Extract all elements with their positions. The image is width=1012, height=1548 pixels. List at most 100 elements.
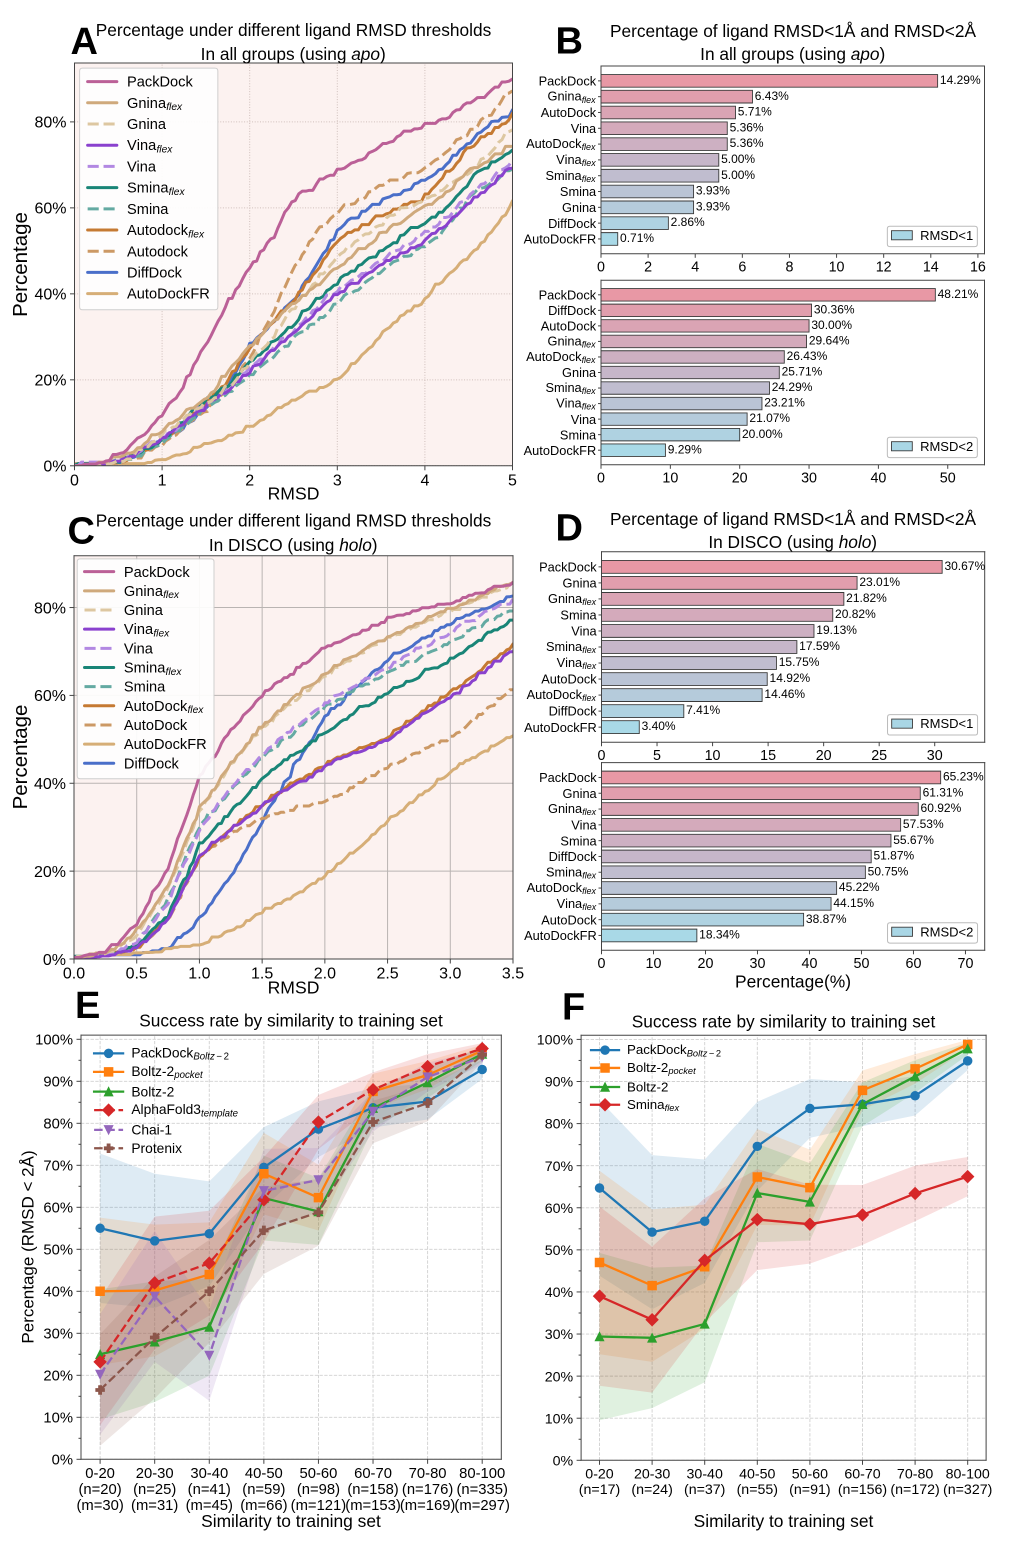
svg-text:50%: 50% xyxy=(545,1243,574,1259)
svg-text:30.00%: 30.00% xyxy=(811,318,852,332)
svg-text:Percentage of ligand RMSD<1Å a: Percentage of ligand RMSD<1Å and RMSD<2Å xyxy=(610,21,976,41)
svg-text:AutoDock: AutoDock xyxy=(541,105,597,120)
svg-text:Success rate by similarity to: Success rate by similarity to training s… xyxy=(139,1010,443,1030)
svg-text:AutoDock: AutoDock xyxy=(541,672,597,687)
svg-text:(m=297): (m=297) xyxy=(454,1498,510,1514)
svg-text:(n=176): (n=176) xyxy=(402,1482,453,1498)
svg-text:B o l t: B o l t z - 2 p o c k e t xyxy=(627,1059,697,1078)
svg-text:(n=335): (n=335) xyxy=(456,1482,507,1498)
svg-text:(m=66): (m=66) xyxy=(240,1498,287,1514)
svg-text:I n a l: I n a l l g r o u p s ( u s i n g ) a p … xyxy=(201,44,390,64)
svg-text:Vina: Vina xyxy=(571,817,597,832)
svg-text:RMSD<2: RMSD<2 xyxy=(920,439,973,454)
svg-text:40-50: 40-50 xyxy=(739,1467,775,1483)
svg-text:44.15%: 44.15% xyxy=(833,896,874,910)
svg-text:70%: 70% xyxy=(545,1159,574,1175)
svg-text:S m i: S m i n a f l e x xyxy=(546,379,597,398)
svg-text:50: 50 xyxy=(940,471,956,487)
svg-text:G n i n: G n i n a f l e x xyxy=(127,95,183,114)
svg-text:RMSD<1: RMSD<1 xyxy=(920,228,973,243)
svg-text:20%: 20% xyxy=(34,864,66,881)
svg-text:0: 0 xyxy=(70,472,79,489)
svg-text:(n=98): (n=98) xyxy=(297,1482,340,1498)
svg-text:Protenix: Protenix xyxy=(131,1141,182,1156)
svg-text:17.59%: 17.59% xyxy=(799,639,840,653)
svg-text:70%: 70% xyxy=(43,1159,73,1175)
svg-text:(n=55): (n=55) xyxy=(737,1482,778,1498)
svg-text:I n D I: I n D I S C O ( u s i n g ) h o l o xyxy=(209,535,382,555)
svg-text:0%: 0% xyxy=(553,1453,574,1469)
svg-text:Percentage under different lig: Percentage under different ligand RMSD t… xyxy=(96,20,492,40)
svg-text:G n i: G n i n a f l e x xyxy=(548,590,597,609)
svg-text:PackDock: PackDock xyxy=(539,287,597,302)
svg-text:100%: 100% xyxy=(35,1033,73,1049)
svg-text:20-30: 20-30 xyxy=(634,1467,670,1483)
svg-text:2.86%: 2.86% xyxy=(671,215,705,229)
svg-text:Percentage: Percentage xyxy=(9,705,32,810)
svg-text:10%: 10% xyxy=(545,1411,574,1427)
svg-text:30: 30 xyxy=(801,471,817,487)
svg-text:A l p h: A l p h a F o l d 3 t e m p l a t e xyxy=(131,1101,238,1120)
svg-text:20%: 20% xyxy=(34,373,66,390)
svg-text:(n=25): (n=25) xyxy=(133,1482,176,1498)
svg-text:(m=45): (m=45) xyxy=(186,1498,233,1514)
svg-text:14.46%: 14.46% xyxy=(764,687,805,701)
svg-text:Percentage(%): Percentage(%) xyxy=(735,971,851,991)
svg-text:Gnina: Gnina xyxy=(563,576,598,591)
svg-text:G n i n: G n i n a f l e x xyxy=(124,583,180,602)
svg-text:(n=24): (n=24) xyxy=(631,1482,672,1498)
svg-text:DiffDock: DiffDock xyxy=(548,216,597,231)
svg-text:Percentage of ligand RMSD<1Å a: Percentage of ligand RMSD<1Å and RMSD<2Å xyxy=(610,509,976,529)
svg-text:3.93%: 3.93% xyxy=(696,184,730,198)
svg-text:5.71%: 5.71% xyxy=(738,105,772,119)
svg-text:7.41%: 7.41% xyxy=(686,703,720,717)
svg-text:1.0: 1.0 xyxy=(188,966,210,983)
svg-text:Smina: Smina xyxy=(560,608,597,623)
svg-text:45.22%: 45.22% xyxy=(839,880,880,894)
svg-text:40: 40 xyxy=(870,471,886,487)
svg-text:3.40%: 3.40% xyxy=(642,719,676,733)
svg-text:DiffDock: DiffDock xyxy=(549,704,598,719)
svg-text:60%: 60% xyxy=(545,1201,574,1217)
svg-text:8: 8 xyxy=(785,260,793,276)
svg-text:(m=30): (m=30) xyxy=(76,1498,123,1514)
svg-text:80%: 80% xyxy=(43,1117,73,1133)
svg-text:Autodock: Autodock xyxy=(127,244,189,260)
svg-text:1.5: 1.5 xyxy=(251,966,273,983)
svg-text:RMSD<1: RMSD<1 xyxy=(920,716,973,731)
svg-text:14.92%: 14.92% xyxy=(770,671,811,685)
svg-text:PackDock: PackDock xyxy=(127,75,193,91)
svg-text:19.13%: 19.13% xyxy=(816,623,857,637)
svg-text:18.34%: 18.34% xyxy=(699,928,740,942)
svg-text:Gnina: Gnina xyxy=(124,603,164,619)
svg-text:Vina: Vina xyxy=(127,160,157,176)
svg-text:(n=172): (n=172) xyxy=(890,1482,939,1498)
svg-text:DiffDock: DiffDock xyxy=(124,756,180,772)
svg-text:AutoDockFR: AutoDockFR xyxy=(524,443,597,458)
svg-text:D: D xyxy=(556,508,583,550)
svg-text:48.21%: 48.21% xyxy=(938,287,979,301)
svg-text:70: 70 xyxy=(958,956,974,972)
svg-text:G n i: G n i n a f l e x xyxy=(548,800,597,819)
svg-text:RMSD: RMSD xyxy=(268,978,320,998)
svg-text:15: 15 xyxy=(760,748,776,764)
svg-text:20.00%: 20.00% xyxy=(742,427,783,441)
svg-text:60-70: 60-70 xyxy=(354,1466,392,1482)
svg-text:100%: 100% xyxy=(537,1033,574,1049)
svg-text:V i n: V i n a f l e x xyxy=(556,151,596,170)
svg-text:80-100: 80-100 xyxy=(946,1467,990,1483)
svg-text:50.75%: 50.75% xyxy=(868,864,909,878)
svg-text:70-80: 70-80 xyxy=(409,1466,447,1482)
svg-text:50-60: 50-60 xyxy=(792,1467,828,1483)
svg-text:A u t o: A u t o D o c k f l e x xyxy=(124,698,204,717)
svg-text:A u t o: A u t o d o c k f l e x xyxy=(127,222,205,241)
svg-text:80-100: 80-100 xyxy=(459,1466,505,1482)
svg-text:PackDock: PackDock xyxy=(124,565,190,581)
svg-text:Chai-1: Chai-1 xyxy=(131,1123,172,1138)
svg-text:60.92%: 60.92% xyxy=(921,801,962,815)
svg-text:50-60: 50-60 xyxy=(300,1466,338,1482)
svg-text:Smina: Smina xyxy=(560,184,597,199)
svg-text:23.01%: 23.01% xyxy=(859,575,900,589)
svg-text:S m i: S m i n a f l e x xyxy=(546,863,597,882)
svg-text:6.43%: 6.43% xyxy=(755,89,789,103)
